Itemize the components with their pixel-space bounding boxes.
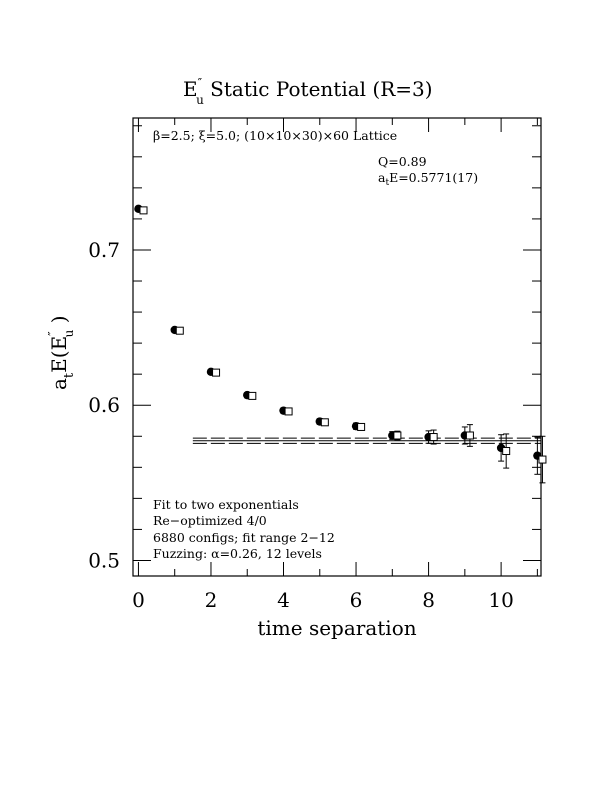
y-axis-label: atE(E″ u ) — [46, 315, 77, 390]
note-line-1: Fit to two exponentials — [153, 497, 299, 512]
x-axis-label: time separation — [257, 616, 416, 640]
plot-frame — [132, 117, 542, 577]
chart-title: E″ u Static Potential (R=3) — [183, 76, 433, 107]
tick-labels: 0 2 4 6 8 10 0.5 0.6 0.7 — [88, 238, 514, 612]
y-tick-label: 0.6 — [88, 393, 120, 417]
note-line-4: Fuzzing: α=0.26, 12 levels — [153, 546, 322, 561]
note-line-3: 6880 configs; fit range 2−12 — [153, 530, 335, 545]
data-point-square — [139, 206, 148, 215]
data-point-square — [357, 422, 366, 431]
y-tick-label: 0.7 — [88, 238, 120, 262]
x-tick-label: 0 — [132, 588, 145, 612]
x-tick-label: 2 — [205, 588, 218, 612]
note-line-2: Re−optimized 4/0 — [153, 513, 267, 528]
x-tick-label: 6 — [350, 588, 363, 612]
x-tick-label: 4 — [277, 588, 290, 612]
axis-ticks — [133, 118, 541, 576]
data-point-square — [538, 455, 547, 464]
data-point-square — [465, 431, 474, 440]
y-tick-label: 0.5 — [88, 548, 120, 572]
x-tick-label: 8 — [422, 588, 435, 612]
lattice-info: β=2.5; ξ=5.0; (10×10×30)×60 Lattice — [153, 128, 397, 143]
data-point-square — [320, 418, 329, 427]
fit-energy: atE=0.5771(17) — [378, 170, 478, 188]
data-point-square — [284, 407, 293, 416]
x-tick-label: 10 — [488, 588, 513, 612]
data-point-square — [175, 326, 184, 335]
data-point-square — [248, 391, 257, 400]
data-point-square — [429, 433, 438, 442]
data-point-square — [393, 431, 402, 440]
fit-quality: Q=0.89 — [378, 154, 427, 169]
data-markers — [134, 204, 547, 484]
data-point-square — [502, 447, 511, 456]
fit-band — [192, 437, 541, 444]
data-point-square — [212, 368, 221, 377]
